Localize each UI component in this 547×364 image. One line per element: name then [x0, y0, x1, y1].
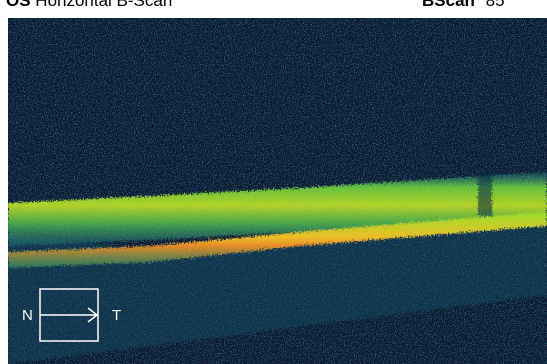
- nasal-label: N: [22, 307, 33, 324]
- page: {"header": {"eye": "OS", "scan": "Horizo…: [0, 0, 547, 364]
- scan-name: Horizontal B-Scan: [35, 0, 172, 10]
- header-mode: BScan 85: [422, 0, 505, 10]
- scan-number: 85: [486, 0, 505, 10]
- image-noise-overlay: [8, 18, 547, 364]
- mode: BScan: [422, 0, 475, 10]
- header-text: OS Horizontal B-Scan: [6, 0, 172, 10]
- scan-image: [8, 18, 547, 364]
- oct-screenshot: OS Horizontal B-Scan BScan 85 N T: [0, 0, 547, 364]
- temporal-label: T: [112, 307, 121, 324]
- eye: OS: [6, 0, 31, 10]
